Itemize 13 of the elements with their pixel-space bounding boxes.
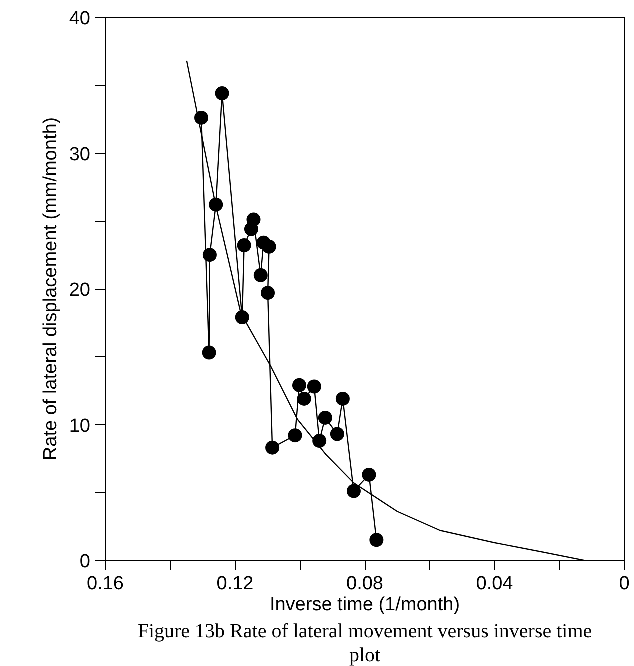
caption: Figure 13b Rate of lateral movement versus inverse time plot (138, 620, 592, 666)
x-tick-label: 0.04 (476, 574, 514, 594)
x-tick-label: 0.12 (216, 574, 254, 594)
y-tick-label: 0 (80, 552, 91, 572)
y-tick-label: 20 (69, 280, 91, 301)
x-tick-label: 0.16 (87, 574, 124, 594)
y-axis-title: Rate of lateral displacement (mm/month) (40, 117, 62, 461)
y-tick-label: 10 (69, 416, 91, 437)
x-axis-title: Inverse time (1/month) (270, 594, 460, 616)
y-tick-label: 30 (69, 144, 91, 166)
y-tick-label: 40 (69, 8, 91, 30)
x-tick-label: 0.08 (346, 574, 384, 594)
x-tick-label: 0 (619, 574, 630, 594)
